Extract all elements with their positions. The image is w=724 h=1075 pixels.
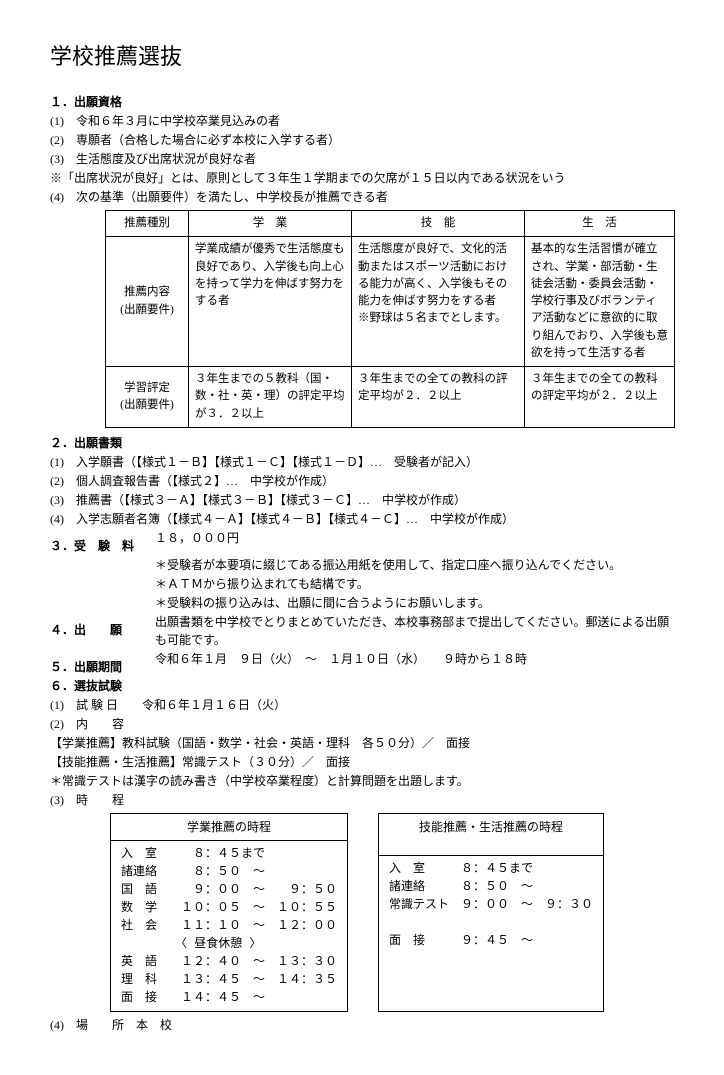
- s2-item3: (3) 推薦書（【様式３－Ａ】【様式３－Ｂ】【様式３－Ｃ】… 中学校が作成）: [50, 491, 674, 509]
- s3-note2: ＊ＡＴＭから振り込まれても結構です。: [155, 575, 674, 593]
- s1-item3-note: ※「出席状況が良好」とは、原則として３年生１学期までの欠席が１５日以内である状況…: [50, 169, 674, 187]
- s6-item2: (2) 内 容: [50, 715, 674, 733]
- tbl-r1h: 推薦内容 (出願要件): [106, 237, 189, 367]
- s2-item1: (1) 入学願書（【様式１－Ｂ】【様式１－Ｃ】【様式１－Ｄ】… 受験者が記入）: [50, 453, 674, 471]
- tbl-r1c1: 学業成績が優秀で生活態度も良好であり、入学後も向上心を持って学力を伸ばす努力をす…: [189, 237, 352, 367]
- s6-content3: ＊常識テストは漢字の読み書き（中学校卒業程度）と計算問題を出題します。: [50, 772, 674, 790]
- schedule-right-table: 技能推薦・生活推薦の時程 入 室 ８：４５まで 諸連絡 ８：５０ ～ 常識テスト…: [378, 813, 604, 1012]
- s4-body: 出願書類を中学校でとりまとめていただき、本校事務部まで提出してください。郵送によ…: [155, 613, 674, 649]
- s6-item1: (1) 試 験 日 令和６年１月１６日（火）: [50, 696, 674, 714]
- tbl-r2c3: ３年生までの全ての教科の評定平均が２．２以上: [525, 367, 675, 428]
- tbl-r2h: 学習評定 (出願要件): [106, 367, 189, 428]
- schedule-wrap: 学業推薦の時程 入 室 ８：４５まで 諸連絡 ８：５０ ～ 国 語 ９：００ ～…: [110, 813, 674, 1012]
- tbl-r2c1: ３年生までの５教科（国・数・社・英・理）の評定平均が３．２以上: [189, 367, 352, 428]
- s6-item4: (4) 場 所 本 校: [50, 1016, 674, 1034]
- tbl-r1c2: 生活態度が良好で、文化的活動またはスポーツ活動における能力が高く、入学後もその能…: [352, 237, 525, 367]
- requirements-table: 推薦種別 学 業 技 能 生 活 推薦内容 (出願要件) 学業成績が優秀で生活態…: [105, 210, 675, 428]
- s3-note1: ＊受験者が本要項に綴じてある振込用紙を使用して、指定口座へ振り込んでください。: [155, 556, 674, 574]
- s2-item4: (4) 入学志願者名簿（【様式４－Ａ】【様式４－Ｂ】【様式４－Ｃ】… 中学校が作…: [50, 510, 674, 528]
- sched-h1: 学業推薦の時程: [111, 813, 348, 840]
- schedule-left-table: 学業推薦の時程 入 室 ８：４５まで 諸連絡 ８：５０ ～ 国 語 ９：００ ～…: [110, 813, 348, 1012]
- s6-item3: (3) 時 程: [50, 791, 674, 809]
- section-4-head: ４．出 願: [50, 621, 140, 649]
- s1-item2: (2) 専願者（合格した場合に必ず本校に入学する者）: [50, 131, 674, 149]
- s6-content1: 【学業推薦】教科試験（国語・数学・社会・英語・理科 各５０分）／ 面接: [50, 734, 674, 752]
- s6-content2: 【技能推薦・生活推薦】常識テスト（３０分）／ 面接: [50, 753, 674, 771]
- tbl-h2: 技 能: [352, 211, 525, 237]
- sched-right: 入 室 ８：４５まで 諸連絡 ８：５０ ～ 常識テスト ９：００ ～ ９：３０ …: [379, 856, 604, 1012]
- section-3-head: ３．受 験 料: [50, 537, 140, 555]
- section-1-head: １．出願資格: [50, 93, 674, 111]
- s1-item3: (3) 生活態度及び出席状況が良好な者: [50, 150, 674, 168]
- tbl-h3: 生 活: [525, 211, 675, 237]
- tbl-h1: 学 業: [189, 211, 352, 237]
- section-5-head: ５．出願期間: [50, 658, 140, 676]
- s5-body: 令和６年１月 ９日（火） ～ １月１０日（水） ９時から１８時: [155, 650, 674, 676]
- s3-fee: １８，０００円: [155, 529, 674, 555]
- section-6-head: ６．選抜試験: [50, 677, 674, 695]
- tbl-r2c2: ３年生までの全ての教科の評定平均が２．２以上: [352, 367, 525, 428]
- s2-item2: (2) 個人調査報告書（【様式２】… 中学校が作成）: [50, 472, 674, 490]
- section-2-head: ２．出願書類: [50, 434, 674, 452]
- sched-left: 入 室 ８：４５まで 諸連絡 ８：５０ ～ 国 語 ９：００ ～ ９：５０ 数 …: [111, 840, 348, 1011]
- s1-item1: (1) 令和６年３月に中学校卒業見込みの者: [50, 112, 674, 130]
- s1-item4: (4) 次の基準（出願要件）を満たし、中学校長が推薦できる者: [50, 188, 674, 206]
- tbl-r1c3: 基本的な生活習慣が確立され、学業・部活動・生徒会活動・委員会活動・学校行事及びボ…: [525, 237, 675, 367]
- sched-h2: 技能推薦・生活推薦の時程: [379, 813, 604, 855]
- s3-note3: ＊受験料の振り込みは、出願に間に合うようにお願いします。: [155, 594, 674, 612]
- tbl-h0: 推薦種別: [106, 211, 189, 237]
- page-title: 学校推薦選抜: [50, 40, 674, 73]
